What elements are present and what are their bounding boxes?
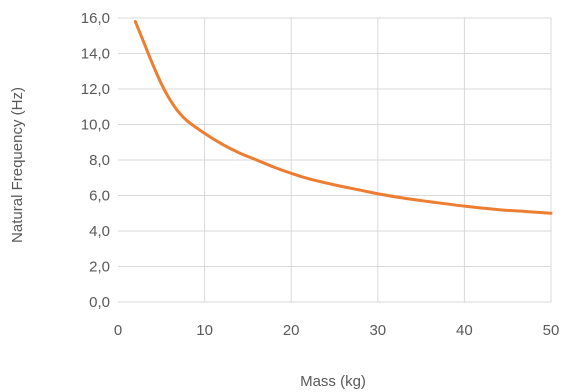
gridlines bbox=[118, 17, 552, 303]
series-line bbox=[133, 20, 553, 215]
y-tick-label: 0,0 bbox=[89, 294, 110, 311]
y-tick-label: 16,0 bbox=[81, 10, 110, 27]
x-tick-label: 50 bbox=[543, 322, 560, 339]
x-tick-label: 20 bbox=[283, 322, 300, 339]
y-axis-title: Natural Frequency (Hz) bbox=[9, 87, 26, 243]
y-axis-ticks: 0,0 2,0 4,0 6,0 8,0 10,0 12,0 14,0 16,0 bbox=[81, 10, 110, 311]
x-tick-label: 30 bbox=[369, 322, 386, 339]
y-tick-label: 14,0 bbox=[81, 46, 110, 63]
y-tick-label: 12,0 bbox=[81, 81, 110, 98]
y-tick-label: 2,0 bbox=[89, 259, 110, 276]
x-tick-label: 0 bbox=[114, 322, 122, 339]
x-axis-title: Mass (kg) bbox=[300, 373, 366, 390]
x-tick-label: 40 bbox=[456, 322, 473, 339]
series-layer bbox=[133, 20, 553, 215]
y-tick-label: 8,0 bbox=[89, 152, 110, 169]
y-tick-label: 10,0 bbox=[81, 117, 110, 134]
y-tick-label: 4,0 bbox=[89, 223, 110, 240]
y-tick-label: 6,0 bbox=[89, 188, 110, 205]
x-tick-label: 10 bbox=[196, 322, 213, 339]
x-axis-ticks: 0 10 20 30 40 50 bbox=[114, 322, 560, 339]
